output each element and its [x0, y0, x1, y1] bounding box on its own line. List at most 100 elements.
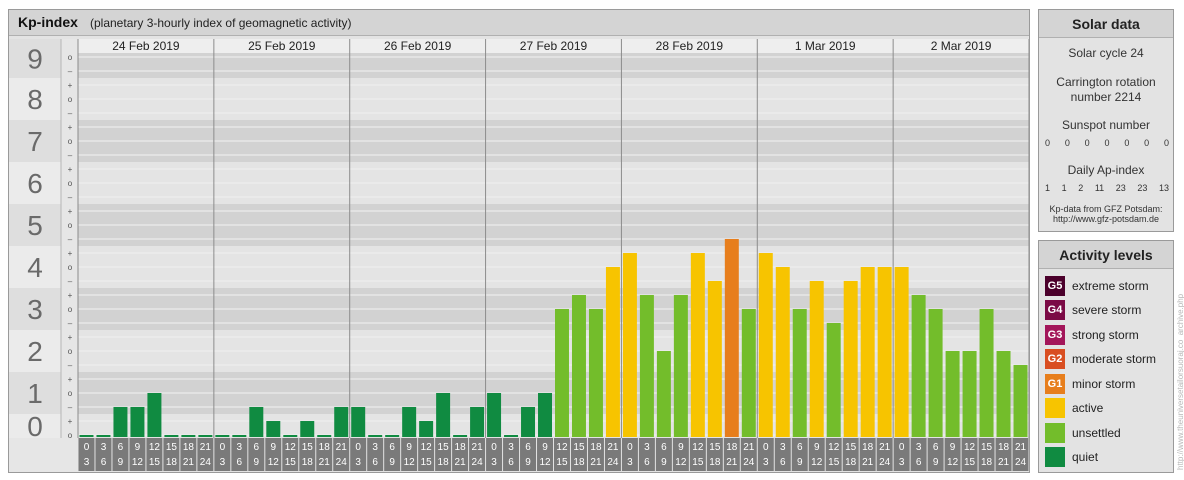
- hour-slot-box: [78, 438, 95, 471]
- hour-start-label: 9: [542, 442, 548, 453]
- data-source-line-1: Kp-data from GFZ Potsdam:: [1049, 204, 1163, 214]
- hour-start-label: 6: [933, 442, 939, 453]
- hour-start-label: 21: [1015, 442, 1027, 453]
- kp-bar: [945, 351, 960, 437]
- hour-slot-box: [486, 438, 503, 471]
- hour-end-label: 6: [916, 457, 922, 468]
- kp-bar: [113, 406, 128, 437]
- kp-level-band: [9, 246, 61, 288]
- ap-value: 2: [1078, 183, 1084, 193]
- hour-end-label: 24: [879, 457, 891, 468]
- hour-start-label: 18: [455, 442, 467, 453]
- legend-swatch: G2: [1045, 349, 1065, 369]
- legend-swatch: G1: [1045, 373, 1065, 394]
- hour-start-label: 3: [101, 442, 107, 453]
- hour-start-label: 15: [709, 442, 721, 453]
- hour-slot-box: [859, 438, 876, 471]
- hour-end-label: 15: [828, 457, 840, 468]
- hour-end-label: 3: [355, 457, 361, 468]
- hour-slot-box: [876, 438, 893, 471]
- kp-level-band: [9, 288, 61, 330]
- hour-start-label: 3: [780, 442, 786, 453]
- kp-bar: [470, 406, 485, 437]
- kp-bar: [741, 309, 756, 437]
- hour-slot-box: [537, 438, 553, 471]
- hour-end-label: 24: [607, 457, 619, 468]
- hour-start-label: 21: [879, 442, 891, 453]
- hour-end-label: 3: [763, 457, 769, 468]
- kp-bar-chart: 0123456789o+–o+–o+–o+–o+–o+–o+–o+–o+–o24…: [9, 39, 1029, 472]
- kp-bar: [487, 393, 502, 437]
- kp-bar: [402, 406, 417, 437]
- y-tick-label: 1: [27, 378, 43, 409]
- hour-end-label: 24: [200, 457, 212, 468]
- legend-swatch: G5: [1045, 275, 1065, 296]
- hour-slot-box: [146, 438, 163, 471]
- sunspot-value: 0: [1163, 138, 1169, 148]
- hour-end-label: 9: [118, 457, 124, 468]
- kp-bar: [215, 435, 230, 437]
- ap-value: 1: [1061, 183, 1067, 193]
- kp-bar: [283, 435, 298, 437]
- hour-end-label: 24: [1015, 457, 1027, 468]
- minor-tick-label: o: [68, 263, 73, 272]
- hour-start-label: 18: [862, 442, 874, 453]
- hour-end-label: 9: [797, 457, 803, 468]
- legend-swatch: [1045, 398, 1065, 418]
- hour-slot-box: [350, 438, 367, 471]
- hour-slot-box: [723, 438, 740, 471]
- hour-start-label: 3: [644, 442, 650, 453]
- minor-tick-label: –: [68, 67, 73, 76]
- hour-slot-box: [1012, 438, 1029, 471]
- hour-end-label: 6: [780, 457, 786, 468]
- hour-start-label: 21: [743, 442, 755, 453]
- ap-value: 1: [1045, 183, 1051, 193]
- legend-item: G2 moderate storm: [1045, 349, 1173, 370]
- y-tick-label: 2: [27, 336, 43, 367]
- minor-tick-label: –: [68, 361, 73, 370]
- kp-bar: [724, 238, 739, 437]
- hour-end-label: 21: [590, 457, 602, 468]
- hour-start-label: 18: [726, 442, 738, 453]
- hour-start-label: 21: [607, 442, 619, 453]
- hour-start-label: 0: [84, 442, 90, 453]
- hour-end-label: 18: [981, 457, 993, 468]
- legend-item: quiet: [1045, 447, 1173, 468]
- kp-bar: [622, 253, 637, 437]
- kp-bar: [198, 435, 213, 437]
- hour-slot-box: [95, 438, 112, 471]
- kp-level-band: [9, 78, 61, 120]
- ap-value: 13: [1158, 183, 1169, 193]
- kp-bar: [368, 435, 383, 437]
- hour-start-label: 9: [814, 442, 820, 453]
- data-source-link[interactable]: http://www.gfz-potsdam.de: [1052, 214, 1160, 224]
- minor-tick-label: +: [68, 123, 73, 132]
- hour-start-label: 3: [916, 442, 922, 453]
- kp-bar: [96, 435, 111, 437]
- hour-slot-box: [129, 438, 146, 471]
- sunspot-values: 0 0 0 0 0 0 0: [1045, 138, 1169, 148]
- hour-slot-box: [248, 438, 265, 471]
- hour-slot-box: [520, 438, 537, 471]
- kp-bar: [673, 295, 688, 437]
- hour-start-label: 9: [678, 442, 684, 453]
- hour-slot-box: [163, 438, 180, 471]
- ap-value: 23: [1137, 183, 1148, 193]
- legend-item: G5 extreme storm: [1045, 275, 1173, 296]
- day-label: 27 Feb 2019: [520, 39, 588, 53]
- kp-bar: [996, 351, 1011, 437]
- hour-slot-box: [740, 438, 757, 471]
- legend-label: strong storm: [1072, 327, 1139, 342]
- legend-swatch: [1045, 422, 1065, 443]
- hour-slot-box: [995, 438, 1012, 471]
- kp-bar: [181, 435, 196, 437]
- legend-label: quiet: [1072, 450, 1099, 464]
- kp-bar: [555, 309, 569, 437]
- hour-end-label: 24: [472, 457, 484, 468]
- kp-bar: [436, 393, 451, 437]
- kp-bar: [300, 421, 315, 437]
- kp-level-band: [9, 330, 61, 372]
- day-label: 24 Feb 2019: [112, 39, 180, 53]
- hour-slot-box: [435, 438, 452, 471]
